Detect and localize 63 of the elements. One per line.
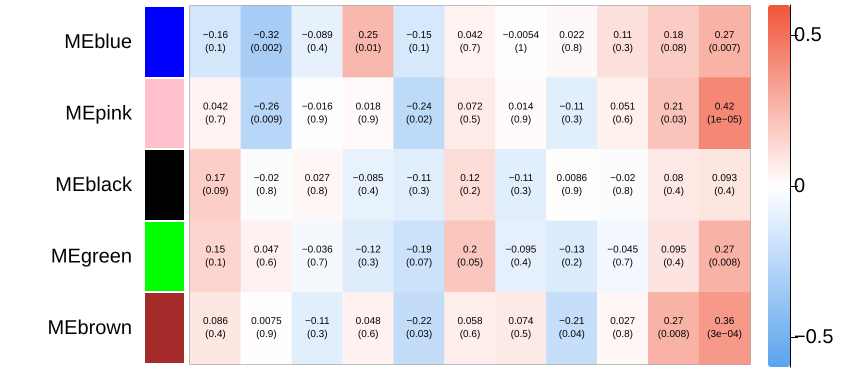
- data-label: 0.022 (0.8): [559, 30, 585, 54]
- data-label: 0.072 (0.5): [457, 101, 483, 126]
- data-label: −0.0054 (1): [502, 30, 540, 54]
- data-label: 0.27 (0.008): [658, 316, 690, 340]
- data-label: 0.047 (0.6): [254, 244, 280, 269]
- data-label: 0.25 (0.01): [355, 30, 382, 54]
- data-label: −0.13 (0.2): [559, 244, 585, 269]
- data-label: −0.11 (0.3): [560, 101, 585, 126]
- data-label: −0.21 (0.04): [558, 316, 585, 340]
- data-label: −0.085 (0.4): [352, 173, 384, 197]
- data-label: 0.21 (0.03): [660, 101, 687, 126]
- data-label: 0.36 (3e−04): [707, 316, 742, 340]
- data-label: 0.11 (0.3): [612, 30, 634, 54]
- data-label: −0.089 (0.4): [302, 30, 334, 54]
- data-label: 0.051 (0.6): [610, 101, 636, 126]
- data-label: 0.12 (0.2): [460, 173, 480, 197]
- data-label: −0.02 (0.8): [254, 173, 280, 197]
- data-label: 0.042 (0.7): [202, 101, 228, 126]
- data-label: 0.058 (0.6): [457, 316, 483, 340]
- data-label: 0.048 (0.6): [356, 316, 382, 340]
- y-tick-label: MEblue: [64, 30, 132, 53]
- y-tick-label: MEbrown: [48, 317, 132, 340]
- data-label: −0.12 (0.3): [356, 244, 382, 269]
- data-label: −0.15 (0.1): [406, 30, 432, 54]
- data-label: 0.027 (0.8): [304, 173, 330, 197]
- data-label: 0.027 (0.8): [610, 316, 636, 340]
- data-label: −0.24 (0.02): [406, 101, 432, 126]
- data-label: 0.27 (0.008): [708, 244, 740, 269]
- data-label: 0.42 (1e−05): [707, 101, 742, 126]
- data-label: −0.02 (0.8): [610, 173, 636, 197]
- data-label: −0.32 (0.002): [250, 30, 282, 54]
- data-label: 0.074 (0.5): [508, 316, 534, 340]
- data-label: −0.11 (0.3): [406, 173, 432, 197]
- data-label: −0.19 (0.07): [406, 244, 432, 269]
- data-label: 0.17 (0.09): [202, 173, 229, 197]
- data-label: −0.22 (0.03): [406, 316, 432, 340]
- data-label: −0.045 (0.7): [607, 244, 639, 269]
- data-label: 0.18 (0.08): [660, 30, 687, 54]
- data-label: −0.26 (0.009): [250, 101, 282, 126]
- data-label: 0.0075 (0.9): [251, 316, 282, 340]
- color-bar-label: 0.5: [794, 24, 822, 46]
- data-label: 0.15 (0.1): [205, 244, 226, 269]
- data-label: −0.11 (0.3): [508, 173, 534, 197]
- y-tick-label: MEblack: [55, 174, 133, 196]
- data-label: 0.095 (0.4): [661, 244, 687, 269]
- data-label: −0.16 (0.1): [202, 30, 229, 54]
- data-label: −0.095 (0.4): [505, 244, 537, 269]
- data-label: 0.27 (0.007): [708, 30, 740, 54]
- y-tick-label: MEpink: [65, 102, 133, 124]
- data-label: −0.11 (0.3): [304, 316, 330, 340]
- data-label: −0.036 (0.7): [302, 244, 334, 269]
- data-label: 0.014 (0.9): [508, 101, 534, 126]
- color-bar-label: −0.5: [794, 326, 834, 348]
- data-label: 0.086 (0.4): [202, 316, 228, 340]
- y-tick-label: MEgreen: [50, 246, 132, 268]
- data-label: −0.016 (0.9): [302, 101, 334, 126]
- data-label: 0.042 (0.7): [457, 30, 483, 54]
- data-label: 0.018 (0.9): [356, 101, 382, 126]
- data-label: 0.093 (0.4): [712, 173, 738, 197]
- color-bar-label: 0: [794, 175, 806, 197]
- data-label: 0.2 (0.05): [456, 244, 484, 269]
- data-label: 0.08 (0.4): [663, 173, 684, 197]
- data-label: 0.0086 (0.9): [556, 173, 588, 197]
